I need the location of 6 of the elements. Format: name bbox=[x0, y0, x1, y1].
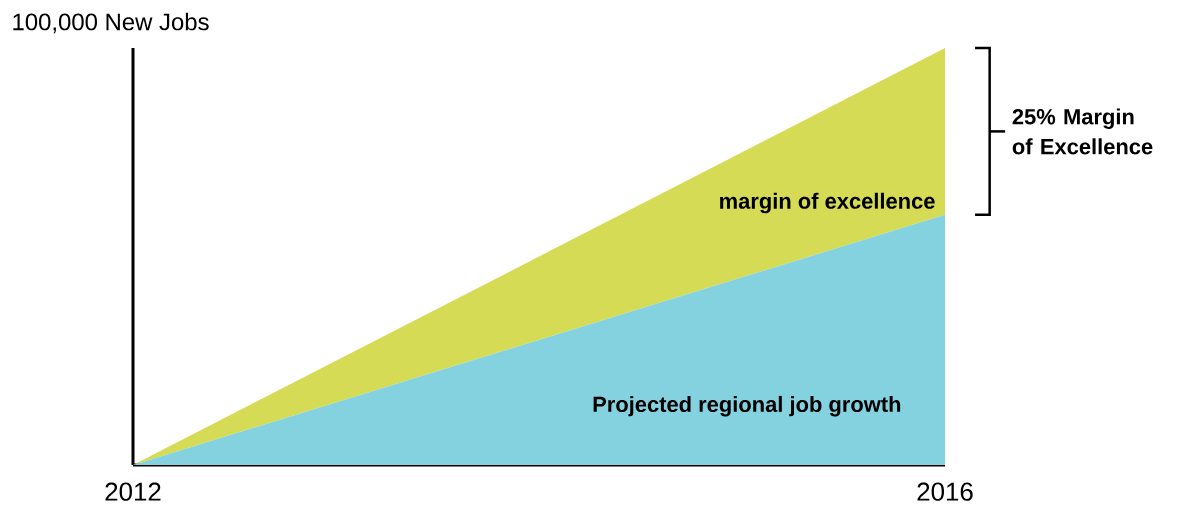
series-label: margin of excellence bbox=[720, 192, 935, 214]
y-axis-title: 100,000 New Jobs bbox=[13, 12, 209, 34]
series-label: Projected regional job growth bbox=[593, 395, 901, 417]
x-tick-label: 2012 bbox=[105, 482, 161, 501]
x-tick-label: 2016 bbox=[917, 482, 973, 501]
text: 25% Margin of Excellence bbox=[1012, 108, 1153, 155]
